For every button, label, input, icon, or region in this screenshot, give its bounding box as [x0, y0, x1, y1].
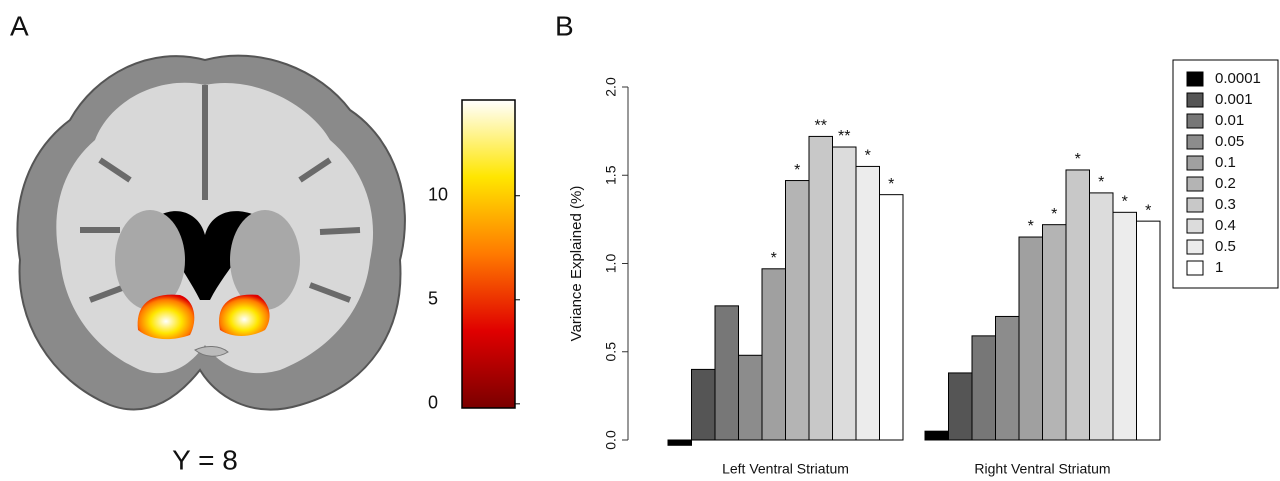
bar	[925, 431, 949, 440]
legend-swatch	[1187, 114, 1203, 128]
y-tick-label: 1.0	[603, 254, 619, 274]
significance-label: *	[1098, 174, 1104, 191]
legend-swatch	[1187, 177, 1203, 191]
bar	[880, 195, 904, 440]
legend-label: 0.05	[1215, 133, 1244, 150]
bar	[762, 269, 786, 440]
colorbar-tick-label: 10	[428, 184, 448, 204]
legend-swatch	[1187, 261, 1203, 275]
significance-label: *	[1051, 206, 1057, 223]
bar	[692, 369, 716, 440]
y-tick-label: 2.0	[603, 77, 619, 97]
y-tick-label: 1.5	[603, 165, 619, 185]
bar	[972, 336, 996, 440]
legend-swatch	[1187, 219, 1203, 233]
figure: A B Y = 8 0 5 10 0.0 0.5 1.0 1.5 2.0 Variance Ex…	[0, 0, 1280, 481]
legend-label: 0.01	[1215, 112, 1244, 129]
legend-swatch	[1187, 135, 1203, 149]
y-tick-label: 0.0	[603, 430, 619, 450]
bar	[1043, 225, 1067, 440]
bar	[1019, 237, 1043, 440]
bar	[949, 373, 973, 440]
y-axis-label: Variance Explained (%)	[568, 186, 585, 342]
bar	[715, 306, 739, 440]
bar	[809, 136, 833, 440]
x-tick-label: Right Ventral Striatum	[974, 461, 1110, 477]
significance-label: *	[1122, 194, 1128, 211]
legend-label: 0.1	[1215, 154, 1236, 171]
brain-image	[17, 56, 404, 410]
significance-label: *	[1145, 202, 1151, 219]
bar	[668, 440, 692, 445]
significance-label: *	[794, 162, 800, 179]
significance-label: **	[815, 118, 827, 135]
legend-swatch	[1187, 93, 1203, 107]
bar	[996, 316, 1020, 440]
significance-label: *	[888, 176, 894, 193]
legend-label: 0.2	[1215, 175, 1236, 192]
bar	[856, 166, 880, 440]
legend-swatch	[1187, 240, 1203, 254]
significance-label: *	[1028, 218, 1034, 235]
bar	[1113, 212, 1137, 440]
significance-label: *	[1075, 151, 1081, 168]
significance-label: **	[838, 128, 850, 145]
legend-label: 0.4	[1215, 217, 1236, 234]
significance-label: *	[865, 148, 871, 165]
legend-label: 1	[1215, 259, 1223, 276]
bar	[1066, 170, 1090, 440]
bar	[786, 181, 810, 440]
legend-label: 0.0001	[1215, 70, 1261, 87]
x-tick-label: Left Ventral Striatum	[722, 461, 849, 477]
legend-swatch	[1187, 198, 1203, 212]
colorbar	[462, 100, 515, 408]
panel-label: B	[555, 10, 574, 41]
bar	[833, 147, 857, 440]
legend-label: 0.001	[1215, 91, 1253, 108]
y-tick-label: 0.5	[603, 342, 619, 362]
bar	[739, 355, 763, 440]
significance-label: *	[771, 250, 777, 267]
legend-label: 0.3	[1215, 196, 1236, 213]
colorbar-tick-label: 0	[428, 393, 438, 413]
legend-swatch	[1187, 156, 1203, 170]
colorbar-tick-label: 5	[428, 289, 438, 309]
slice-label: Y = 8	[172, 444, 238, 475]
legend-label: 0.5	[1215, 238, 1236, 255]
panel-label: A	[10, 10, 29, 41]
bar	[1137, 221, 1161, 440]
legend-swatch	[1187, 72, 1203, 86]
bar	[1090, 193, 1114, 440]
